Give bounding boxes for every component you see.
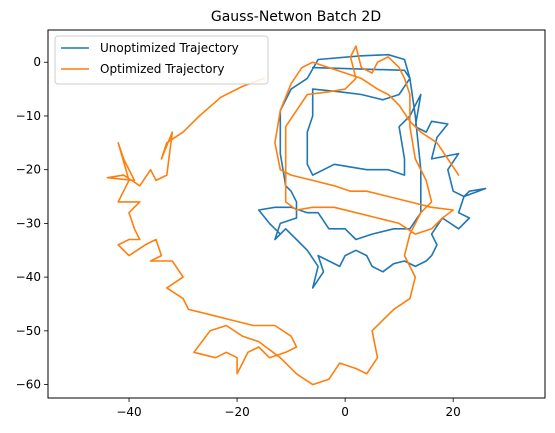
series-line-unoptimized bbox=[257, 53, 487, 289]
y-tick-label: −20 bbox=[16, 163, 41, 177]
y-tick-label: 0 bbox=[33, 55, 41, 69]
x-tick-label: −40 bbox=[116, 405, 141, 419]
y-tick-label: −50 bbox=[16, 324, 41, 338]
x-tick-label: −20 bbox=[224, 405, 249, 419]
y-tick-label: −40 bbox=[16, 270, 41, 284]
chart-title: Gauss-Netwon Batch 2D bbox=[211, 9, 381, 25]
legend-label-optimized: Optimized Trajectory bbox=[100, 62, 225, 76]
plot-frame bbox=[47, 29, 546, 399]
x-tick-label: 20 bbox=[446, 405, 461, 419]
legend: Unoptimized Trajectory Optimized Trajecto… bbox=[54, 35, 269, 85]
y-tick-label: −30 bbox=[16, 216, 41, 230]
y-tick-label: −10 bbox=[16, 109, 41, 123]
legend-box bbox=[54, 35, 269, 85]
plot-content bbox=[106, 45, 487, 386]
series-line-optimized bbox=[106, 45, 460, 386]
x-tick-label: 0 bbox=[341, 405, 349, 419]
legend-label-unoptimized: Unoptimized Trajectory bbox=[100, 41, 239, 55]
axis-ticks: −40 −20 0 20 0 −10 −20 −30 −40 −50 −60 bbox=[16, 55, 461, 419]
y-tick-label: −60 bbox=[16, 378, 41, 392]
